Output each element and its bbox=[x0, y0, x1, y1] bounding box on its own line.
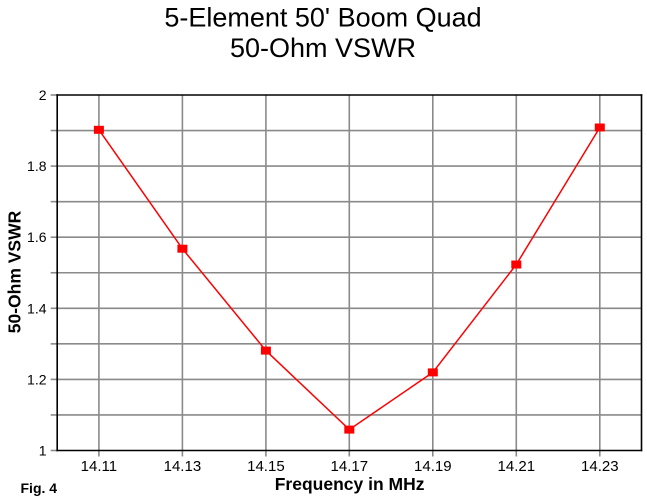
svg-text:1.8: 1.8 bbox=[27, 158, 47, 174]
svg-text:14.13: 14.13 bbox=[164, 458, 202, 475]
svg-text:5-Element 50' Boom Quad: 5-Element 50' Boom Quad bbox=[164, 2, 481, 32]
svg-text:1: 1 bbox=[39, 443, 47, 459]
svg-text:1.6: 1.6 bbox=[27, 229, 47, 245]
svg-text:1.4: 1.4 bbox=[27, 300, 47, 316]
svg-text:14.19: 14.19 bbox=[414, 458, 452, 475]
svg-text:Fig. 4: Fig. 4 bbox=[21, 480, 58, 496]
svg-text:14.11: 14.11 bbox=[81, 458, 117, 475]
svg-text:1.2: 1.2 bbox=[27, 371, 47, 387]
svg-text:14.15: 14.15 bbox=[247, 458, 285, 475]
svg-text:Frequency in MHz: Frequency in MHz bbox=[275, 474, 425, 494]
svg-text:50-Ohm VSWR: 50-Ohm VSWR bbox=[5, 210, 25, 333]
svg-text:14.23: 14.23 bbox=[581, 458, 619, 475]
svg-text:14.17: 14.17 bbox=[331, 458, 369, 475]
svg-text:14.21: 14.21 bbox=[498, 458, 536, 475]
svg-text:50-Ohm VSWR: 50-Ohm VSWR bbox=[230, 33, 416, 63]
svg-text:2: 2 bbox=[39, 87, 47, 103]
